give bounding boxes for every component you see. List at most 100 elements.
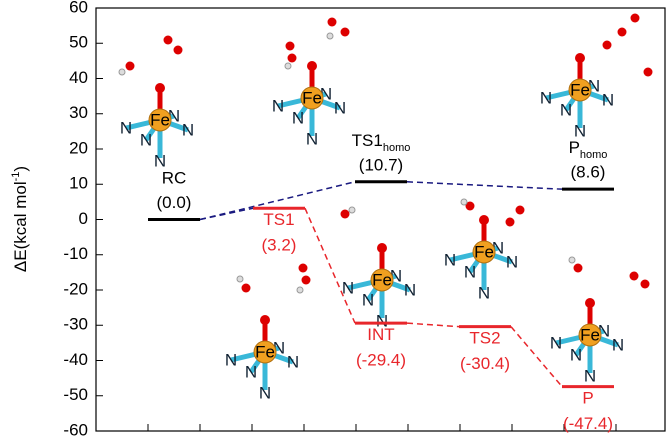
atom-label: Fe — [150, 110, 170, 129]
y-tick-label: 50 — [69, 33, 88, 52]
value-label: (-47.4) — [563, 414, 613, 433]
atom-label: N — [612, 335, 624, 354]
y-tick-label: -40 — [63, 350, 88, 369]
connector — [199, 181, 356, 221]
y-tick-label: -30 — [63, 315, 88, 334]
y-axis-title-end: ) — [11, 166, 30, 172]
level-name: P — [582, 389, 593, 408]
value-label: (0.0) — [157, 193, 192, 212]
value-label: (-29.4) — [356, 351, 406, 370]
atom-label: Fe — [474, 242, 494, 261]
oxygen — [307, 61, 317, 71]
atom-label: N — [306, 129, 318, 148]
level-name-sub: homo — [383, 142, 411, 154]
atom-label: Fe — [372, 270, 392, 289]
y-tick-label: 20 — [69, 138, 88, 157]
level-name-text: TS2 — [469, 329, 500, 348]
level-name-text: TS1 — [263, 211, 294, 230]
atom-label: N — [292, 108, 304, 127]
atom-label: N — [272, 96, 284, 115]
atom-label: N — [560, 100, 572, 119]
connector — [406, 181, 563, 190]
y-axis-title: ΔE(kcal mol-1) — [10, 166, 31, 272]
oxygen — [575, 53, 585, 63]
atom-label: N — [259, 383, 271, 402]
atom-label: N — [550, 333, 562, 352]
atom-label: N — [342, 278, 354, 297]
atom-label: N — [140, 130, 152, 149]
atom-label: N — [602, 90, 614, 109]
atom-label: N — [334, 98, 346, 117]
level-name: TS1 — [263, 211, 294, 230]
level-name-text: P — [582, 389, 593, 408]
atom-label: N — [540, 88, 552, 107]
oxygen — [260, 315, 270, 325]
atom-label: N — [225, 350, 237, 369]
value-label: (8.6) — [571, 163, 606, 182]
level-name-text: INT — [367, 326, 394, 345]
atom-label: N — [245, 362, 257, 381]
level-name-text: TS1 — [352, 131, 383, 150]
connector — [199, 207, 254, 221]
molecule-fragments — [118, 13, 653, 294]
value-label: (3.2) — [262, 236, 297, 255]
y-tick-label: -60 — [63, 420, 88, 437]
atom-label: N — [444, 250, 456, 269]
atom-label: N — [506, 252, 518, 271]
atom-label: N — [376, 311, 388, 330]
iron — [370, 268, 394, 292]
level-name-text: RC — [162, 169, 187, 188]
atom-label: N — [574, 121, 586, 140]
y-tick-label: 10 — [69, 174, 88, 193]
iron — [578, 323, 602, 347]
atom-label: N — [182, 120, 194, 139]
level-name: TS2 — [469, 329, 500, 348]
iron — [300, 86, 324, 110]
connector — [304, 207, 356, 324]
level-name-text: P — [569, 139, 580, 158]
y-axis-title-sup: -1 — [10, 172, 22, 182]
atom-label: Fe — [302, 88, 322, 107]
level-name: RC — [162, 169, 187, 188]
y-tick-label: 40 — [69, 68, 88, 87]
oxygen — [479, 215, 489, 225]
oxygen — [377, 243, 387, 253]
atom-label: N — [478, 283, 490, 302]
level-name: Phomo — [569, 139, 608, 161]
iron — [148, 108, 172, 132]
oxygen — [585, 298, 595, 308]
y-tick-label: -50 — [63, 385, 88, 404]
atom-label: Fe — [570, 80, 590, 99]
atom-label: N — [154, 151, 166, 170]
level-name: TS1homo — [352, 131, 411, 153]
atom-label: N — [584, 366, 596, 385]
connector — [510, 326, 563, 388]
atom-label: N — [404, 280, 416, 299]
y-tick-label: -20 — [63, 279, 88, 298]
atom-label: N — [362, 290, 374, 309]
iron — [472, 240, 496, 264]
y-tick-label: 30 — [69, 103, 88, 122]
y-tick-label: -10 — [63, 244, 88, 263]
atom-label: Fe — [255, 342, 275, 361]
oxygen — [155, 83, 165, 93]
atom-label: N — [120, 118, 132, 137]
y-tick-label: 0 — [79, 209, 88, 228]
iron — [568, 78, 592, 102]
atom-label: N — [287, 352, 299, 371]
y-axis-title-text: ΔE(kcal mol — [11, 181, 30, 272]
connector — [406, 322, 460, 328]
level-name: INT — [367, 326, 394, 345]
iron — [253, 340, 277, 364]
value-label: (10.7) — [359, 155, 403, 174]
y-tick-label: 60 — [69, 0, 88, 16]
atom-label: Fe — [580, 325, 600, 344]
